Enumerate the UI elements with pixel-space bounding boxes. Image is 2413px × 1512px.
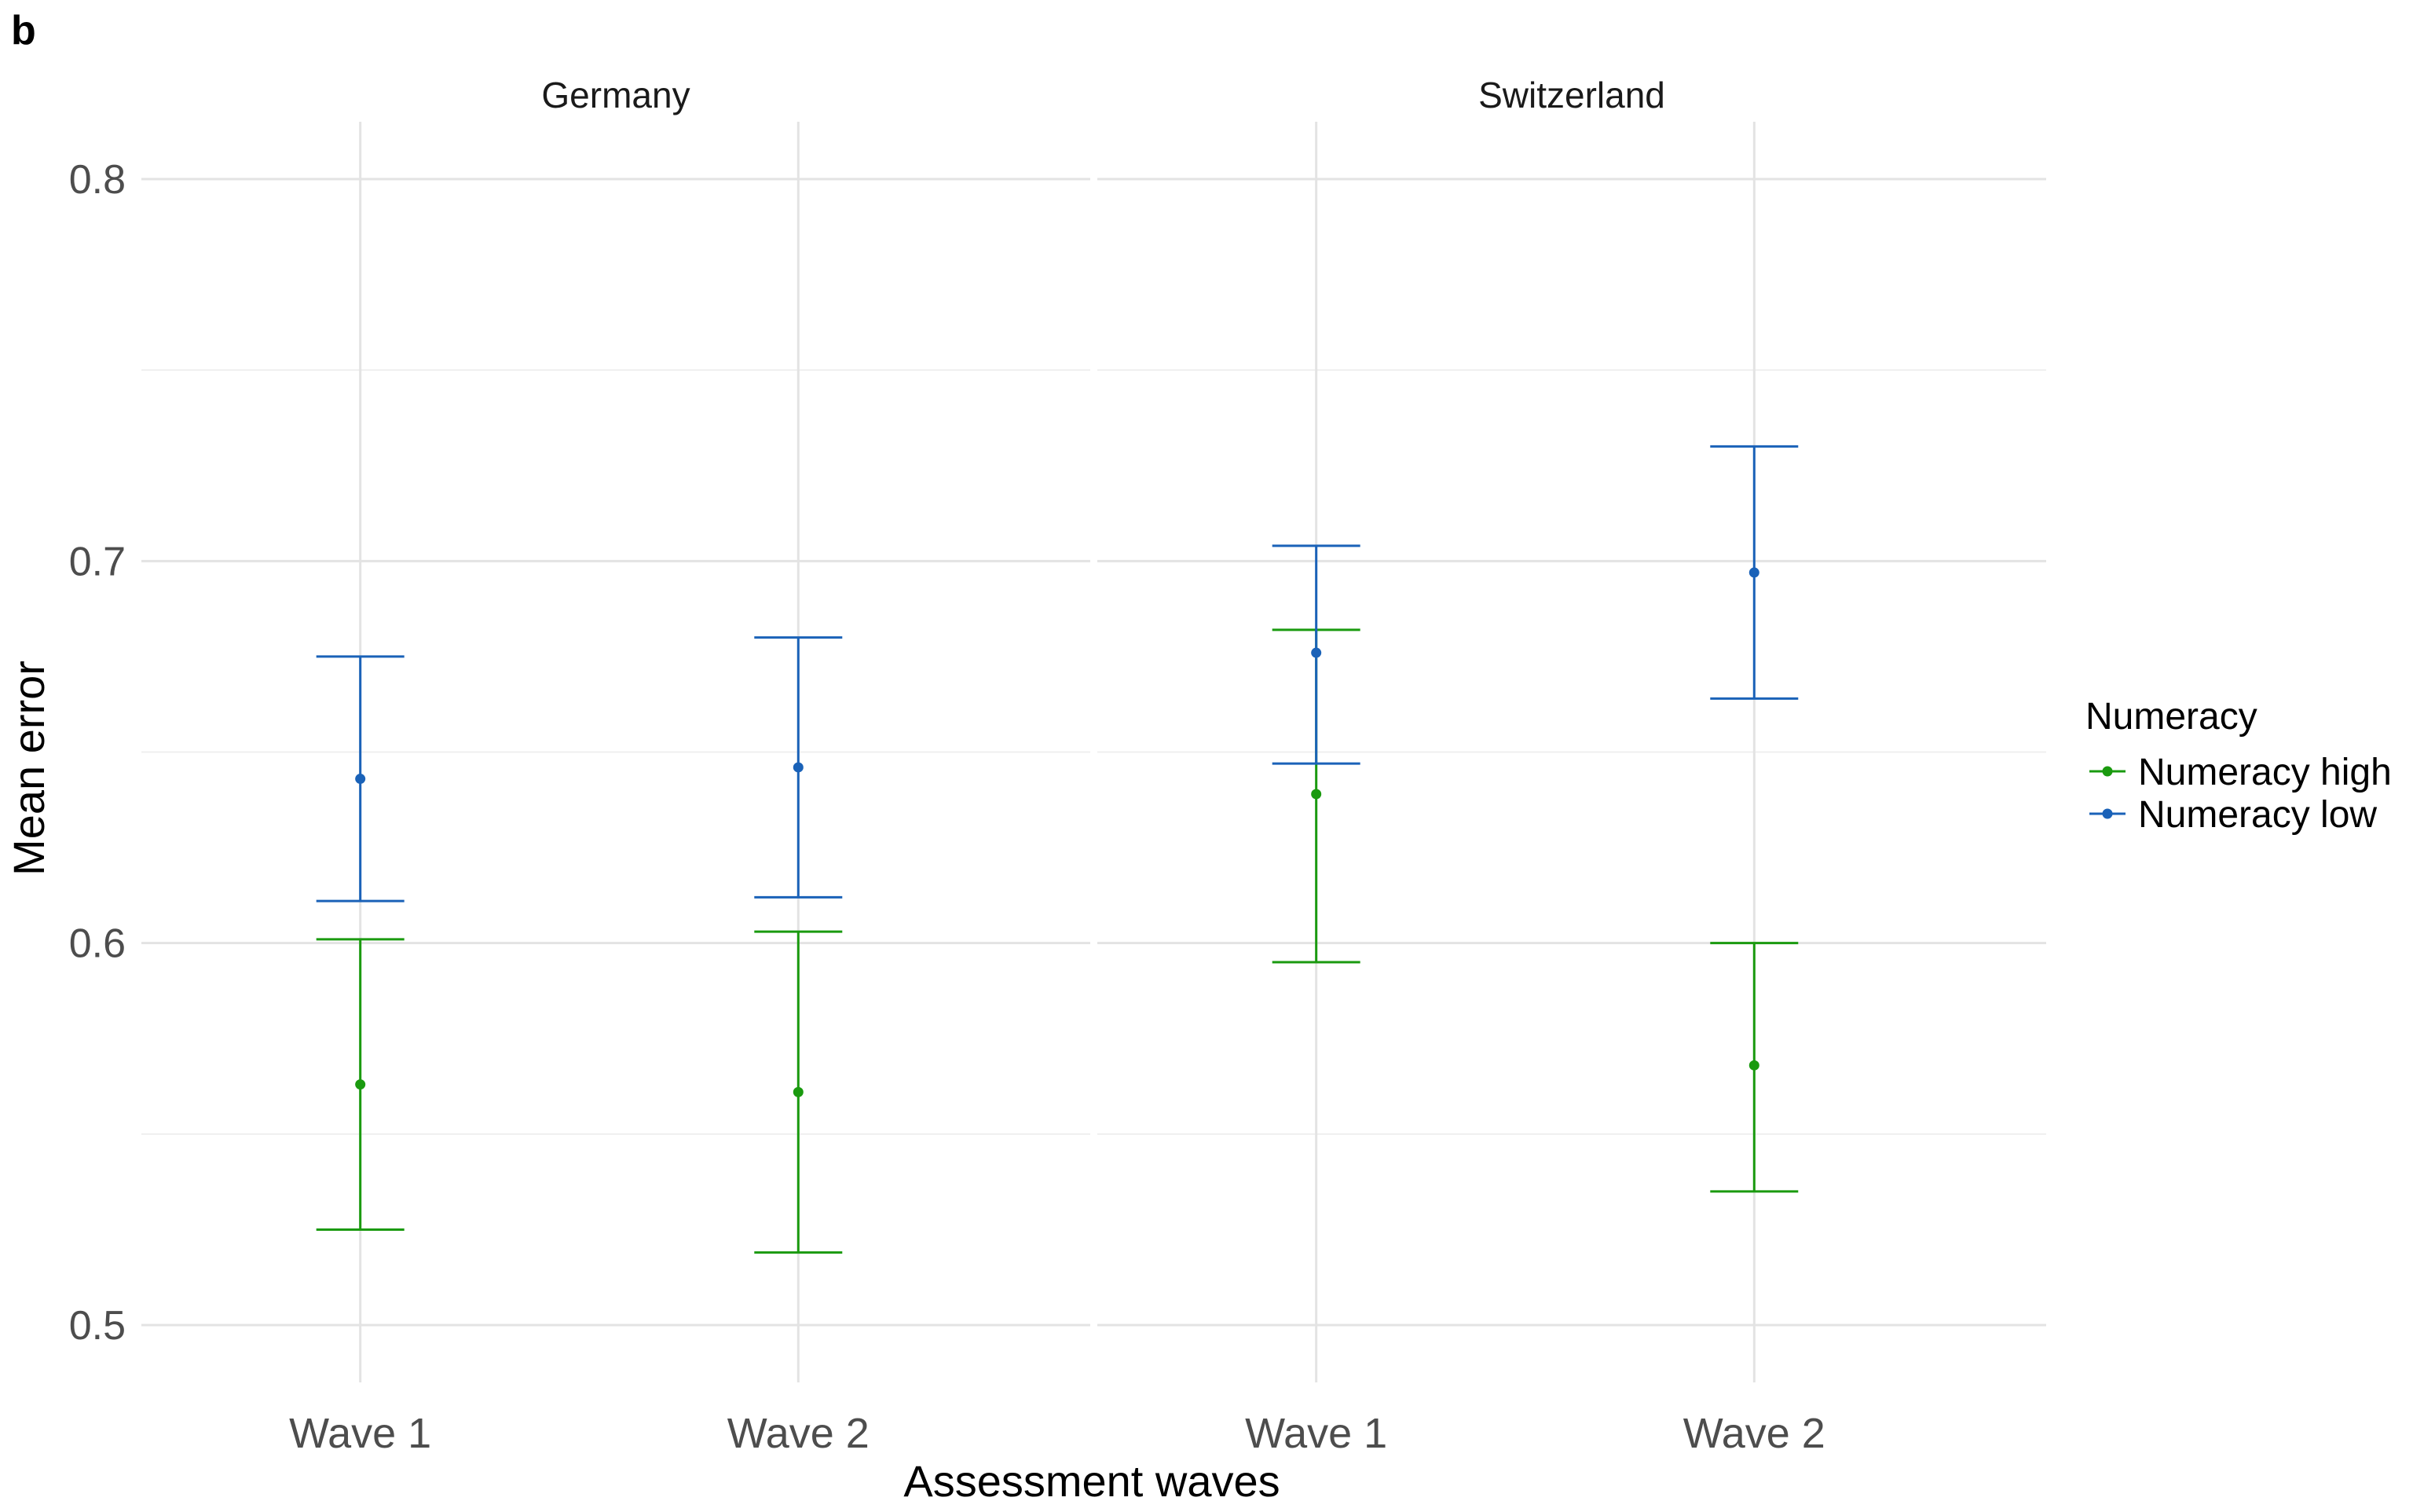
panel-label: b (11, 8, 36, 53)
x-axis-title: Assessment waves (903, 1456, 1280, 1506)
x-tick-label: Wave 1 (289, 1410, 431, 1457)
mean-point (793, 1086, 804, 1097)
y-tick-label: 0.7 (69, 539, 126, 584)
legend-key-point (2102, 808, 2113, 819)
legend-title: Numeracy (2085, 696, 2257, 738)
y-tick-label: 0.5 (69, 1303, 126, 1349)
x-tick-label: Wave 2 (727, 1410, 870, 1457)
mean-point (1748, 567, 1759, 578)
mean-point (1311, 647, 1322, 658)
legend-key-point (2102, 766, 2113, 777)
facet-title: Germany (541, 75, 690, 115)
mean-point (1311, 789, 1322, 800)
mean-point (1748, 1060, 1759, 1071)
facet-title: Switzerland (1478, 75, 1665, 115)
mean-point (355, 1079, 366, 1090)
y-tick-label: 0.6 (69, 921, 126, 967)
mean-point (355, 774, 366, 785)
y-tick-label: 0.8 (69, 157, 126, 203)
legend-item-label: Numeracy high (2138, 752, 2392, 793)
mean-point (793, 762, 804, 773)
x-tick-label: Wave 2 (1683, 1410, 1825, 1457)
y-axis-title: Mean error (4, 661, 53, 876)
x-tick-label: Wave 1 (1245, 1410, 1387, 1457)
legend-item-label: Numeracy low (2138, 794, 2377, 836)
